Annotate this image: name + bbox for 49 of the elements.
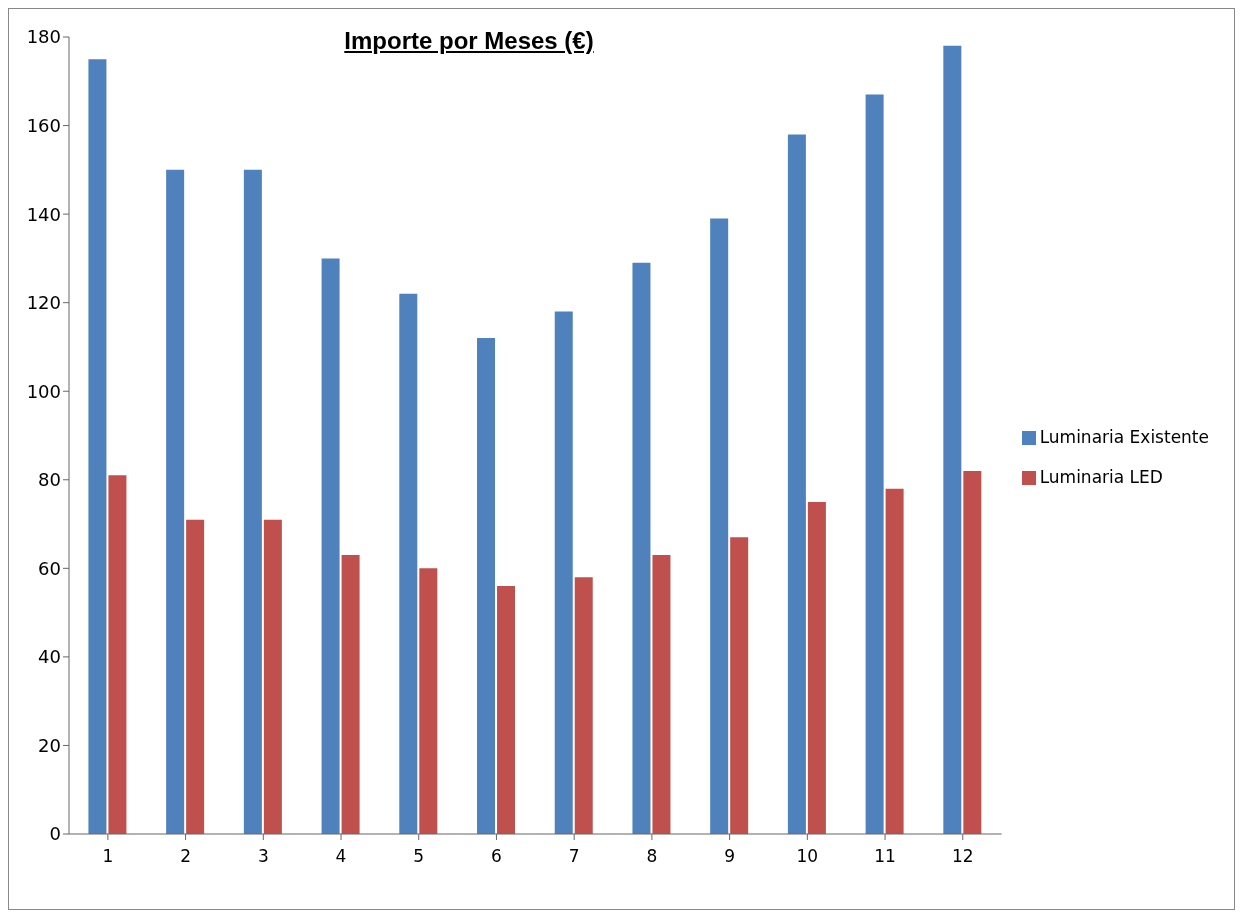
legend-label: Luminaria LED: [1039, 466, 1163, 487]
x-tick-label: 8: [646, 846, 658, 867]
y-tick-label: 20: [38, 734, 61, 756]
y-tick-label: 180: [26, 26, 61, 48]
y-tick-label: 60: [38, 557, 61, 579]
x-tick-label: 10: [796, 846, 819, 867]
bar: [807, 501, 826, 834]
x-tick-label: 4: [335, 846, 347, 867]
bar: [787, 134, 806, 834]
bar: [477, 338, 496, 834]
bar: [652, 555, 671, 834]
bar: [632, 262, 651, 834]
bar: [186, 519, 205, 834]
x-tick-label: 3: [257, 846, 269, 867]
x-tick-label: 9: [724, 846, 736, 867]
bar: [243, 169, 262, 834]
y-tick-label: 120: [26, 292, 61, 314]
x-tick-label: 7: [568, 846, 580, 867]
bar: [88, 59, 107, 834]
y-tick-label: 0: [49, 823, 61, 845]
bar: [341, 555, 360, 834]
bar: [399, 293, 418, 834]
bar: [963, 470, 982, 834]
y-tick-label: 160: [26, 114, 61, 136]
y-tick-label: 80: [38, 469, 61, 491]
y-tick-label: 40: [38, 646, 61, 668]
y-tick-label: 140: [26, 203, 61, 225]
bar: [574, 577, 593, 834]
bar: [554, 311, 573, 834]
bar: [419, 568, 438, 834]
legend-label: Luminaria Existente: [1039, 426, 1209, 447]
bar: [263, 519, 282, 834]
x-tick-label: 2: [180, 846, 191, 867]
bar: [166, 169, 185, 834]
bar: [730, 537, 749, 834]
bar: [885, 488, 904, 834]
x-tick-label: 12: [951, 846, 974, 867]
x-tick-label: 5: [413, 846, 425, 867]
bar: [108, 475, 127, 834]
bar: [710, 218, 729, 834]
bar: [497, 586, 516, 834]
x-tick-label: 11: [874, 846, 896, 867]
bar: [865, 94, 884, 834]
bar: [321, 258, 340, 834]
x-tick-label: 6: [491, 846, 502, 867]
chart-title: Importe por Meses (€): [344, 27, 594, 54]
bar: [943, 45, 962, 834]
y-tick-label: 100: [26, 380, 61, 402]
x-tick-label: 1: [102, 846, 114, 867]
